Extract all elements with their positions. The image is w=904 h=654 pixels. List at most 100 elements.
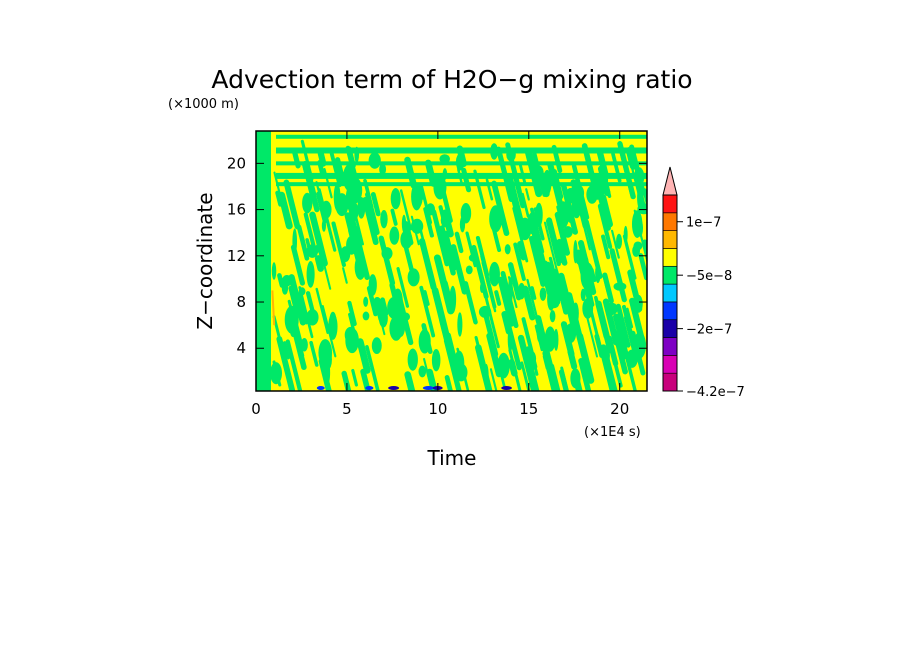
field-streak (277, 273, 285, 288)
colorbar-segment (662, 283, 678, 303)
field-blob (549, 310, 556, 323)
field-blob (290, 325, 297, 338)
field-streak (404, 371, 416, 391)
field-left-band (256, 131, 271, 391)
y-axis-title: Z−coordinate (193, 192, 217, 329)
field-streak (525, 188, 530, 201)
field-blob (632, 244, 641, 257)
y-tick-label: 16 (227, 201, 246, 219)
field-streak (351, 368, 359, 387)
field-streak (302, 160, 317, 197)
field-streak (541, 269, 552, 296)
field-streak (638, 253, 647, 281)
field-streak (546, 217, 563, 264)
colorbar-segment (662, 319, 678, 338)
field-streak (578, 358, 592, 391)
field-blob (346, 235, 358, 255)
field-streak (291, 149, 301, 169)
field-streak (617, 144, 634, 199)
field-blob (328, 313, 338, 340)
field-streak (404, 156, 418, 189)
field-streak (365, 345, 380, 391)
field-blob (478, 305, 492, 318)
field-streak (547, 161, 564, 208)
field-blob (626, 349, 638, 368)
field-blob (507, 326, 513, 353)
field-streak (317, 160, 326, 178)
field-blob (623, 225, 628, 244)
field-streak (325, 216, 337, 252)
field-blob (479, 282, 485, 294)
field-streak (450, 244, 468, 295)
field-blob (401, 214, 407, 233)
field-streak (317, 150, 327, 167)
colorbar-segment (662, 230, 678, 249)
field-blob (637, 184, 644, 211)
field-streak (602, 273, 611, 295)
field-streak (486, 332, 503, 378)
field-streak (489, 368, 498, 391)
field-blob (490, 143, 499, 160)
field-blob (371, 337, 382, 355)
x-tick-label: 0 (251, 400, 261, 418)
field-blob (348, 177, 363, 204)
field-blob (379, 163, 387, 176)
colorbar-label: −5e−8 (686, 269, 732, 284)
field-streak (390, 208, 398, 226)
field-blob (457, 312, 463, 337)
colorbar-frame (662, 194, 678, 392)
field-blob (553, 328, 559, 351)
field-streak (272, 315, 283, 347)
field-blob (411, 182, 423, 211)
field-streak (517, 241, 527, 261)
field-blob (431, 348, 441, 372)
field-streak (296, 224, 310, 261)
field-streak (342, 267, 348, 284)
field-streak (275, 190, 283, 207)
x-tick-label: 15 (519, 400, 538, 418)
field-streak (491, 180, 510, 237)
field-streak (282, 341, 290, 360)
field-blob (433, 175, 447, 200)
field-streak (463, 281, 478, 325)
field-streak (549, 363, 561, 391)
field-streak (475, 235, 490, 277)
field-streak (370, 192, 381, 217)
field-streak (439, 225, 456, 276)
field-speck (365, 386, 374, 390)
field-streak (423, 290, 430, 306)
field-streak (431, 287, 452, 345)
field-blob (410, 218, 424, 234)
field-blob (390, 188, 401, 210)
field-blob (400, 230, 413, 249)
field-blob (631, 210, 643, 238)
colorbar-segment (662, 194, 678, 214)
field-blob (602, 347, 610, 365)
field-streak (288, 285, 299, 311)
field-blob (634, 294, 643, 313)
field-blob (368, 152, 381, 169)
colorbar-segment (662, 265, 678, 285)
field-streak (419, 285, 436, 338)
field-streak (309, 340, 319, 367)
field-blob (465, 265, 473, 275)
field-streak (285, 339, 303, 391)
field-streak (288, 195, 296, 217)
field-streak (548, 256, 563, 301)
field-streak (555, 273, 563, 290)
field-streak (519, 164, 527, 185)
field-blob (418, 329, 431, 354)
field-streak (334, 157, 346, 185)
field-band (276, 134, 647, 139)
field-streak (315, 181, 323, 204)
y-axis: 4 8 12 16 20 (227, 154, 647, 357)
field-streak (396, 267, 410, 308)
field-streak (513, 242, 526, 281)
field-blob (580, 288, 586, 302)
field-blob (407, 348, 418, 371)
field-blob (284, 305, 299, 334)
field-streak (502, 294, 513, 314)
field-streak (298, 286, 314, 339)
field-blob (575, 254, 589, 266)
field-blob (454, 363, 468, 382)
